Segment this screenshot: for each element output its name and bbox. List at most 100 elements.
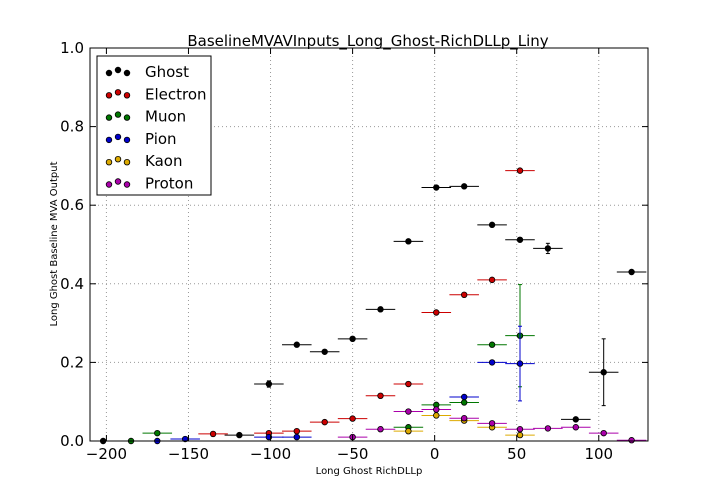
- x-tick-label: 50: [507, 445, 526, 463]
- data-point: [628, 268, 635, 276]
- data-point: [154, 429, 161, 437]
- data-point: [433, 406, 440, 413]
- x-tick-label: 100: [584, 445, 613, 463]
- legend-marker: [114, 155, 122, 163]
- data-point: [209, 430, 217, 438]
- legend-marker: [123, 114, 131, 121]
- data-point: [488, 341, 496, 348]
- legend-entry: Electron: [105, 85, 207, 103]
- y-tick-label: 0.0: [60, 432, 84, 450]
- y-tick-label: 0.8: [60, 118, 84, 136]
- legend-marker: [123, 69, 131, 77]
- x-tick-label: −50: [337, 445, 369, 463]
- data-point: [488, 359, 496, 366]
- data-point: [433, 309, 440, 316]
- legend-marker: [114, 178, 122, 185]
- data-point: [516, 167, 524, 174]
- series-layer: [99, 167, 647, 445]
- legend-box: [96, 55, 212, 196]
- data-point: [405, 427, 412, 435]
- data-point: [460, 399, 468, 406]
- y-tick-label: 1.0: [60, 39, 84, 57]
- legend-marker: [123, 136, 131, 144]
- series-pion: [154, 325, 535, 445]
- y-tick-label: 0.2: [60, 353, 84, 371]
- x-tick-label: −100: [250, 445, 291, 463]
- series-proton: [337, 406, 647, 444]
- x-tick-label: 0: [430, 445, 440, 463]
- data-point: [516, 426, 524, 433]
- legend-marker: [114, 111, 122, 118]
- ticks: −200 −150 −100 −50 0 50 100 0.0 0.2 0.4 0.6 0.8 1.0: [60, 39, 648, 463]
- legend-entry: Muon: [105, 108, 186, 126]
- chart-title: BaselineMVAVInputs_Long_Ghost-RichDLLp_L…: [187, 32, 548, 51]
- y-axis-label: Long Ghost Baseline MVA Output: [49, 161, 60, 326]
- y-tick-label: 0.6: [60, 196, 84, 214]
- legend-marker: [105, 114, 113, 121]
- data-point: [488, 221, 496, 229]
- data-point: [572, 416, 579, 423]
- legend-label: Kaon: [145, 152, 182, 170]
- legend-marker: [105, 92, 113, 99]
- legend-marker: [114, 89, 122, 96]
- legend-entry: Proton: [105, 175, 193, 193]
- data-point: [293, 433, 300, 441]
- data-point: [600, 369, 607, 376]
- legend-label: Electron: [145, 85, 207, 103]
- legend-marker: [105, 69, 113, 77]
- data-point: [488, 420, 496, 427]
- data-point: [460, 183, 468, 190]
- legend-label: Pion: [145, 130, 177, 148]
- data-point: [377, 426, 384, 433]
- data-point: [488, 276, 496, 284]
- y-tick-label: 0.4: [60, 275, 84, 293]
- legend-marker: [114, 133, 122, 141]
- series-electron: [198, 167, 535, 438]
- data-point: [516, 431, 524, 439]
- data-point: [433, 412, 440, 419]
- data-point: [600, 429, 607, 437]
- x-tick-label: −150: [168, 445, 209, 463]
- legend-entry: Ghost: [105, 63, 189, 81]
- legend-marker: [123, 158, 131, 166]
- data-point: [628, 437, 635, 444]
- data-point: [265, 380, 273, 388]
- legend-marker: [123, 181, 131, 188]
- data-point: [516, 236, 524, 243]
- legend-label: Ghost: [145, 63, 189, 81]
- data-point: [349, 415, 356, 422]
- data-point: [293, 427, 300, 435]
- data-point: [460, 415, 468, 422]
- data-point: [293, 341, 300, 348]
- legend-label: Muon: [145, 108, 186, 126]
- data-point: [405, 408, 412, 415]
- data-point: [433, 184, 440, 191]
- data-point: [460, 291, 468, 299]
- legend-entry: Pion: [105, 130, 177, 148]
- legend: Ghost Electron Muon Pion Kaon Proton: [96, 55, 212, 196]
- legend-entry: Kaon: [105, 152, 182, 170]
- data-point: [321, 418, 328, 426]
- series-muon: [127, 284, 535, 445]
- data-point: [377, 306, 384, 313]
- data-point: [321, 348, 328, 355]
- data-point: [460, 393, 468, 401]
- data-point: [405, 238, 412, 245]
- legend-marker: [105, 181, 113, 188]
- data-point: [544, 425, 552, 432]
- legend-label: Proton: [145, 175, 193, 193]
- data-point: [405, 380, 412, 388]
- data-point: [377, 392, 384, 400]
- legend-marker: [114, 66, 122, 74]
- legend-marker: [123, 92, 131, 99]
- x-axis-label: Long Ghost RichDLLp: [316, 466, 423, 477]
- x-tick-label: −200: [86, 445, 127, 463]
- legend-marker: [105, 158, 113, 166]
- legend-marker: [105, 136, 113, 144]
- data-point: [572, 424, 579, 431]
- data-point: [349, 335, 356, 343]
- data-point: [236, 431, 243, 439]
- plot-frame: [89, 47, 649, 442]
- data-point: [544, 245, 552, 252]
